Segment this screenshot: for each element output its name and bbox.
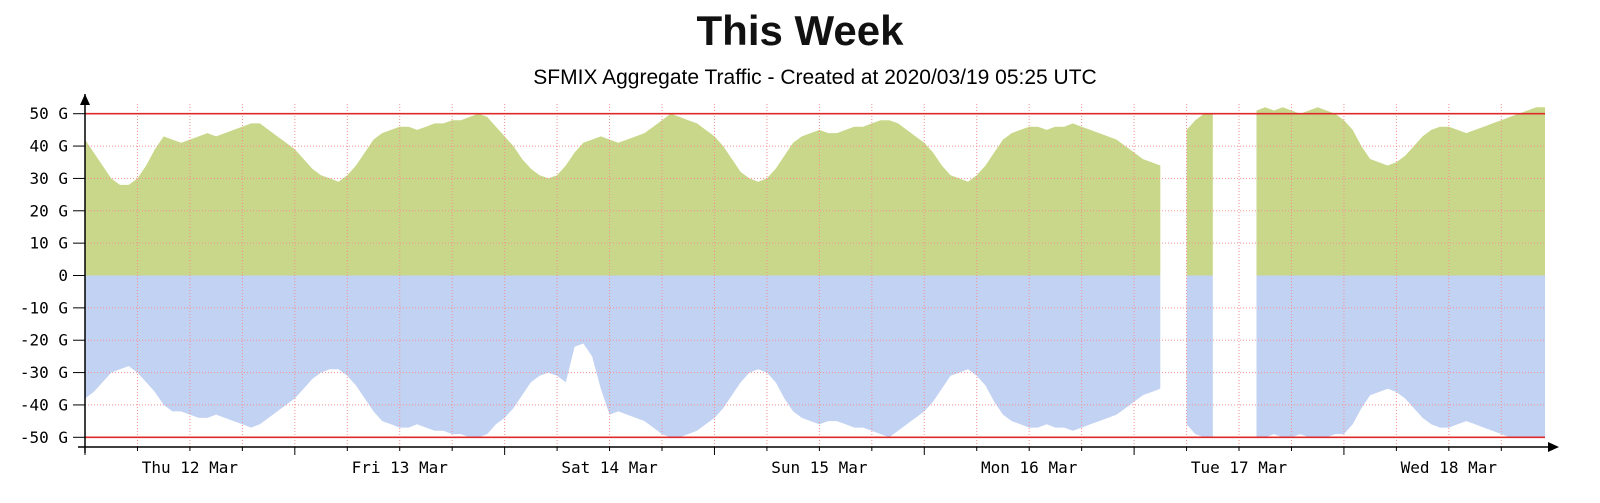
- page-heading: This Week: [696, 7, 904, 54]
- inbound-area: [1186, 113, 1213, 276]
- y-tick-label: -20 G: [20, 331, 68, 350]
- y-axis-arrow-icon: [80, 94, 90, 106]
- chart-container: SFMIX Aggregate Traffic - Created at 202…: [0, 66, 1600, 492]
- outbound-area: [85, 275, 1161, 438]
- x-day-label: Mon 16 Mar: [981, 458, 1078, 477]
- page-container: This Week SFMIX Aggregate Traffic - Crea…: [0, 7, 1600, 492]
- y-tick-label: 10 G: [29, 234, 68, 253]
- inbound-area: [1256, 107, 1545, 276]
- y-tick-label: 30 G: [29, 169, 68, 188]
- x-day-label: Fri 13 Mar: [352, 458, 449, 477]
- chart-title: SFMIX Aggregate Traffic - Created at 202…: [533, 66, 1097, 90]
- x-day-label: Wed 18 Mar: [1401, 458, 1498, 477]
- x-day-label: Thu 12 Mar: [142, 458, 239, 477]
- y-tick-label: -50 G: [20, 428, 68, 447]
- inbound-area: [85, 113, 1161, 276]
- y-tick-label: 40 G: [29, 137, 68, 156]
- y-tick-label: -30 G: [20, 363, 68, 382]
- y-tick-label: 20 G: [29, 201, 68, 220]
- x-day-label: Sat 14 Mar: [561, 458, 658, 477]
- y-tick-label: 0: [58, 266, 68, 285]
- x-day-label: Tue 17 Mar: [1191, 458, 1288, 477]
- y-tick-label: 50 G: [29, 104, 68, 123]
- outbound-area: [1256, 275, 1545, 438]
- y-tick-label: -40 G: [20, 396, 68, 415]
- y-tick-label: -10 G: [20, 299, 68, 318]
- x-day-label: Sun 15 Mar: [771, 458, 868, 477]
- outbound-area: [1186, 275, 1213, 438]
- x-axis-arrow-icon: [1548, 442, 1559, 453]
- traffic-graph: 50 G 40 G 30 G 20 G 10 G 0 -10 G -20 G -30 G -40 …: [20, 94, 1559, 477]
